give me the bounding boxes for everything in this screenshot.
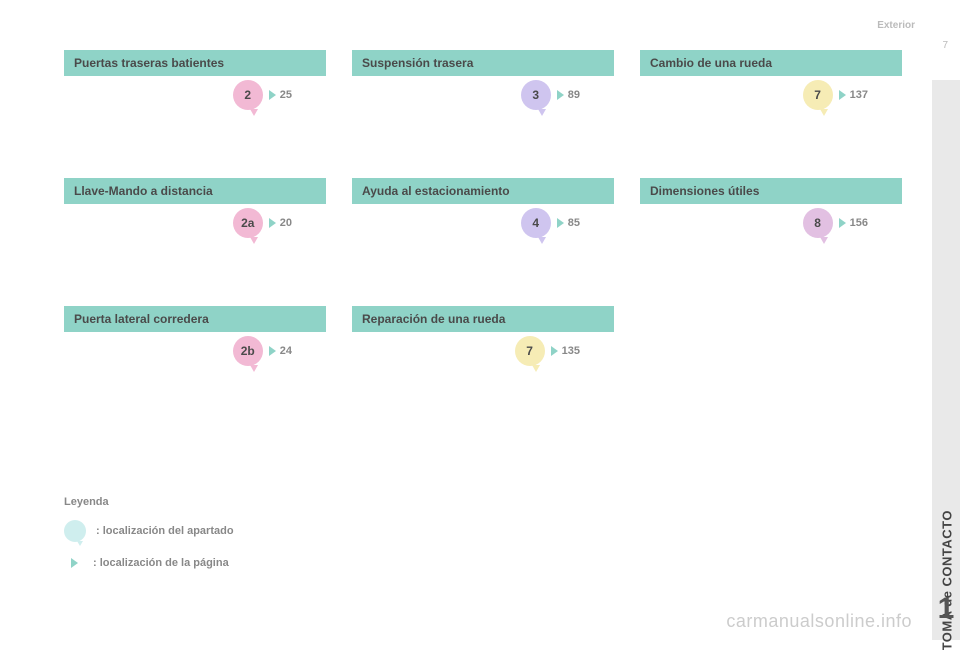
rail-label: TOMA de CONTACTO — [939, 510, 954, 650]
legend: Leyenda : localización del apartado : lo… — [64, 496, 234, 584]
watermark: carmanualsonline.info — [726, 611, 912, 632]
page-number: 137 — [850, 89, 868, 101]
bubble-wrap: 8 156 — [803, 208, 868, 238]
page-triangle-icon — [557, 90, 564, 100]
bubble-wrap: 4 85 — [521, 208, 580, 238]
card: Ayuda al estacionamiento 4 85 — [352, 178, 614, 300]
bubble-tail-icon — [250, 237, 258, 244]
bubble-wrap: 2 25 — [233, 80, 292, 110]
card-body: 2b 24 — [64, 332, 326, 428]
page-triangle-icon — [269, 90, 276, 100]
index-bubble: 7 — [515, 336, 545, 366]
card-body: 2 25 — [64, 76, 326, 172]
bubble-wrap: 3 89 — [521, 80, 580, 110]
page-ref: 85 — [557, 217, 580, 229]
card: Puertas traseras batientes 2 25 — [64, 50, 326, 172]
page: Exterior 7 TOMA de CONTACTO 1 Puertas tr… — [0, 0, 960, 640]
bubble-tail-icon — [820, 237, 828, 244]
bubble-tail-icon — [532, 365, 540, 372]
page-number: 89 — [568, 89, 580, 101]
card-grid: Puertas traseras batientes 2 25 Suspensión … — [64, 50, 904, 434]
legend-text-page: : localización de la página — [93, 557, 229, 569]
card-title: Cambio de una rueda — [640, 50, 902, 76]
page-triangle-icon — [269, 346, 276, 356]
card-body: 7 135 — [352, 332, 614, 428]
card-body: 7 137 — [640, 76, 902, 172]
card: Dimensiones útiles 8 156 — [640, 178, 902, 300]
page-number: 20 — [280, 217, 292, 229]
card-title: Ayuda al estacionamiento — [352, 178, 614, 204]
bubble-tail-icon — [820, 109, 828, 116]
index-bubble: 4 — [521, 208, 551, 238]
page-ref: 25 — [269, 89, 292, 101]
card-row: Llave-Mando a distancia 2a 20 Ayuda al esta… — [64, 178, 904, 300]
card-row: Puertas traseras batientes 2 25 Suspensión … — [64, 50, 904, 172]
card-title: Reparación de una rueda — [352, 306, 614, 332]
page-number: 85 — [568, 217, 580, 229]
card-title: Puertas traseras batientes — [64, 50, 326, 76]
page-triangle-icon — [839, 218, 846, 228]
right-rail: 7 TOMA de CONTACTO 1 — [922, 0, 960, 640]
card: Llave-Mando a distancia 2a 20 — [64, 178, 326, 300]
card-body: 2a 20 — [64, 204, 326, 300]
bubble-tail-icon — [250, 109, 258, 116]
card: Puerta lateral corredera 2b 24 — [64, 306, 326, 428]
rail-chapter-number: 1 — [932, 592, 960, 626]
legend-row-section: : localización del apartado — [64, 520, 234, 542]
page-triangle-icon — [557, 218, 564, 228]
bubble-wrap: 2a 20 — [233, 208, 292, 238]
index-bubble: 3 — [521, 80, 551, 110]
bubble-tail-icon — [538, 109, 546, 116]
card-title: Suspensión trasera — [352, 50, 614, 76]
card: Suspensión trasera 3 89 — [352, 50, 614, 172]
card-body: 8 156 — [640, 204, 902, 300]
card-title: Puerta lateral corredera — [64, 306, 326, 332]
legend-text-section: : localización del apartado — [96, 525, 234, 537]
page-ref: 24 — [269, 345, 292, 357]
card-body: 3 89 — [352, 76, 614, 172]
page-ref: 89 — [557, 89, 580, 101]
page-number: 156 — [850, 217, 868, 229]
bubble-wrap: 7 135 — [515, 336, 580, 366]
header-section: Exterior — [877, 20, 915, 31]
index-bubble: 8 — [803, 208, 833, 238]
index-bubble: 2a — [233, 208, 263, 238]
bubble-tail-icon — [250, 365, 258, 372]
rail-background: TOMA de CONTACTO 1 — [932, 80, 960, 640]
legend-row-page: : localización de la página — [64, 552, 234, 574]
card-title: Dimensiones útiles — [640, 178, 902, 204]
legend-title: Leyenda — [64, 496, 234, 508]
bubble-wrap: 7 137 — [803, 80, 868, 110]
page-number: 25 — [280, 89, 292, 101]
page-ref: 20 — [269, 217, 292, 229]
legend-bubble-icon — [64, 520, 86, 542]
bubble-tail-icon — [538, 237, 546, 244]
card: Cambio de una rueda 7 137 — [640, 50, 902, 172]
index-bubble: 2 — [233, 80, 263, 110]
page-ref: 135 — [551, 345, 580, 357]
page-number: 135 — [562, 345, 580, 357]
index-bubble: 7 — [803, 80, 833, 110]
bubble-wrap: 2b 24 — [233, 336, 292, 366]
page-triangle-icon — [269, 218, 276, 228]
legend-triangle-icon — [71, 558, 78, 568]
card-body: 4 85 — [352, 204, 614, 300]
page-number-small: 7 — [942, 40, 948, 51]
index-bubble: 2b — [233, 336, 263, 366]
page-number: 24 — [280, 345, 292, 357]
page-ref: 137 — [839, 89, 868, 101]
card: Reparación de una rueda 7 135 — [352, 306, 614, 428]
page-ref: 156 — [839, 217, 868, 229]
card-title: Llave-Mando a distancia — [64, 178, 326, 204]
page-triangle-icon — [551, 346, 558, 356]
page-triangle-icon — [839, 90, 846, 100]
card-row: Puerta lateral corredera 2b 24 Reparación d… — [64, 306, 904, 428]
